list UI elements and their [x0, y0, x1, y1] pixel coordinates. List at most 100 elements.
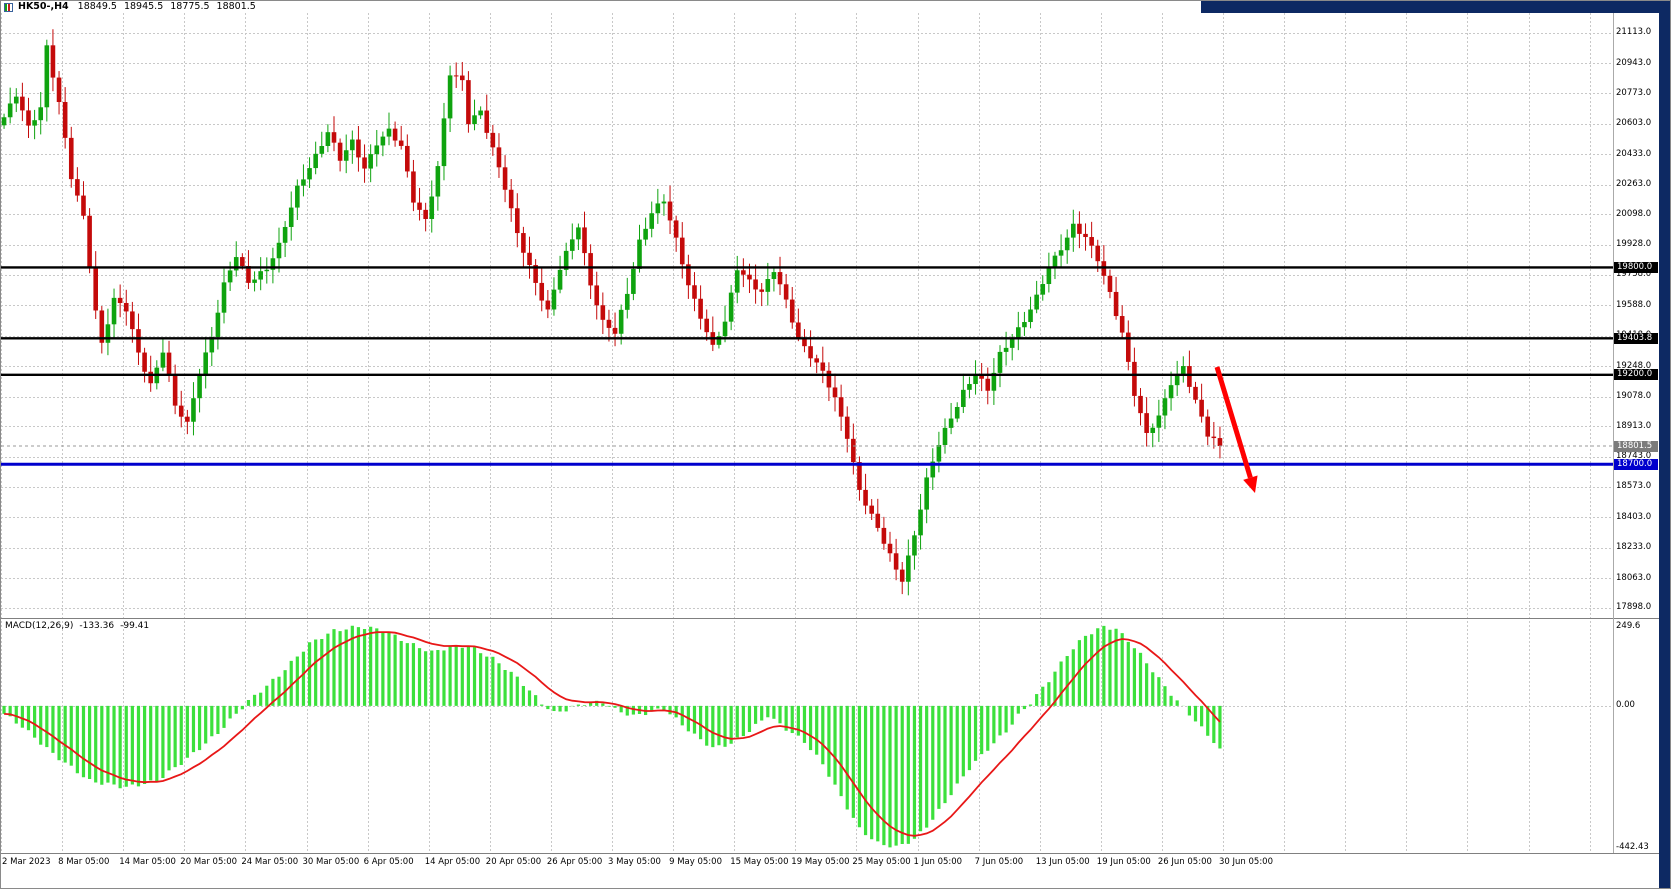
candle-body	[1205, 416, 1211, 437]
candle-body	[924, 477, 929, 510]
candle-body	[508, 189, 514, 209]
candle-body	[1077, 223, 1082, 234]
candle-body	[521, 233, 526, 253]
time-axis-label: 7 Jun 05:00	[974, 857, 1024, 867]
candle-body	[288, 207, 294, 227]
candle-body	[942, 427, 948, 445]
candle-body	[282, 226, 288, 243]
trend-arrow-head[interactable]	[1243, 475, 1258, 493]
candle-body	[472, 115, 477, 125]
price-axis-label: 18403.0	[1616, 511, 1652, 522]
candle-body	[618, 309, 624, 334]
candle-body	[838, 397, 844, 417]
candle-body	[99, 310, 105, 343]
time-axis-label: 3 May 05:00	[608, 857, 661, 867]
candle-body	[722, 321, 728, 337]
candle-body	[362, 157, 367, 169]
time-axis-label: 15 May 05:00	[730, 857, 789, 867]
candle-body	[20, 96, 25, 111]
price-axis[interactable]: 21113.0 20943.0 20773.0 20603.0 20433.0 20263…	[1613, 1, 1661, 888]
time-axis-label: 19 Jun 05:00	[1096, 857, 1151, 867]
time-axis-label: 30 Mar 05:00	[302, 857, 360, 867]
candle-body	[356, 139, 361, 158]
candle-body	[343, 150, 349, 161]
candle-body	[734, 270, 740, 293]
price-axis-label: 18063.0	[1616, 572, 1652, 583]
macd-signal-value: -99.41	[120, 621, 150, 631]
macd-main-value: -133.36	[79, 621, 115, 631]
candle-body	[26, 110, 31, 126]
candle-body	[148, 371, 153, 384]
candle-body	[191, 398, 196, 422]
price-axis-label: 20263.0	[1616, 179, 1652, 190]
candle-body	[276, 242, 282, 259]
time-axis-label: 30 Jun 05:00	[1219, 857, 1273, 867]
candle-body	[1211, 436, 1217, 439]
candle-body	[667, 201, 673, 221]
current-price-badge: 18801.5	[1614, 440, 1658, 452]
candle-body	[832, 387, 838, 398]
candle-body	[1217, 438, 1223, 447]
candle-body	[209, 337, 215, 353]
price-level-badge: 18700.0	[1614, 458, 1658, 470]
candle-body	[1064, 237, 1070, 251]
candle-body	[130, 311, 135, 330]
candle-body	[1034, 294, 1039, 310]
candle-body	[655, 203, 661, 214]
candle-body	[117, 297, 123, 303]
candle-body	[197, 374, 202, 399]
candle-body	[777, 272, 783, 285]
candle-body	[62, 102, 68, 138]
candle-body	[1052, 255, 1058, 269]
candle-body	[753, 279, 758, 290]
candle-body	[1199, 399, 1204, 417]
ohlc-low-value: 18775.5	[170, 1, 210, 12]
candle-body	[961, 389, 966, 407]
candle-body	[435, 166, 441, 197]
candle-body	[496, 147, 502, 168]
titlebar: HK50-,H4 18849.5 18945.5 18775.5 18801.5	[1, 1, 1670, 13]
candle-body	[1187, 366, 1192, 387]
candle-body	[1144, 413, 1149, 433]
candle-body	[771, 272, 777, 280]
candle-body	[1095, 245, 1101, 262]
price-axis-label: 21113.0	[1616, 27, 1652, 38]
candle-body	[313, 153, 318, 169]
candle-body	[325, 132, 331, 147]
candle-body	[386, 128, 392, 137]
candle-body	[221, 282, 227, 313]
candle-body	[429, 196, 435, 219]
candle-body	[7, 103, 13, 118]
time-axis-label: 20 Mar 05:00	[180, 857, 238, 867]
candle-body	[802, 337, 807, 347]
trend-arrow-shaft[interactable]	[1214, 366, 1253, 479]
candle-body	[392, 128, 398, 141]
candle-body	[484, 110, 490, 133]
candle-body	[893, 553, 899, 570]
candle-body	[869, 505, 874, 514]
candle-body	[808, 346, 813, 359]
candle-body	[453, 75, 459, 77]
candle-body	[319, 146, 325, 154]
time-axis-label: 25 May 05:00	[852, 857, 911, 867]
candle-body	[1040, 284, 1046, 295]
candle-body	[178, 405, 184, 417]
macd-indicator-label: MACD(12,26,9) -133.36 -99.41	[5, 621, 155, 631]
candle-body	[631, 268, 636, 294]
candle-body	[215, 312, 221, 338]
candle-body	[973, 374, 978, 385]
candle-body	[105, 324, 111, 343]
candle-body	[142, 352, 147, 372]
candle-body	[44, 45, 50, 108]
macd-histogram-layer	[2, 625, 1222, 848]
candle-body	[1083, 233, 1088, 238]
candle-body	[374, 145, 380, 155]
candle-body	[563, 250, 569, 270]
candle-body	[637, 239, 642, 269]
candle-body	[1058, 250, 1064, 256]
candle-body	[759, 289, 764, 292]
time-axis[interactable]: 2 Mar 2023 8 Mar 05:00 14 Mar 05:00 20 Mar …	[1, 855, 1613, 873]
candle-body	[123, 302, 129, 312]
